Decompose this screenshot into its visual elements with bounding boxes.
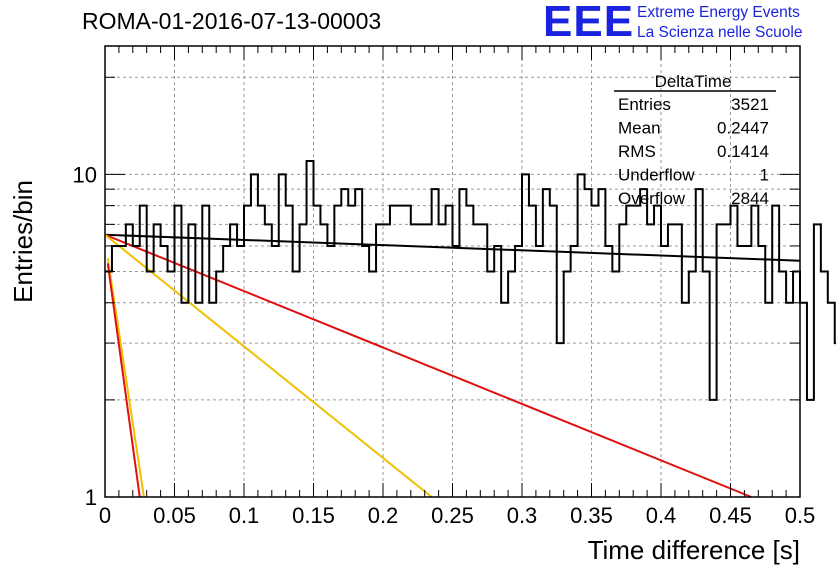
x-tick-labels: 0 0.05 0.1 0.15 0.2 0.25 0.3 0.35 0.4 0.45 0.5 [99,503,815,528]
stats-title: DeltaTime [655,72,732,91]
fit-curves [104,233,801,498]
fit-line [104,233,433,498]
stats-label: Entries [618,95,671,114]
x-tick-label: 0.4 [646,503,677,528]
histogram-outline [105,160,836,401]
fit-line [104,233,801,262]
y-tick-label: 10 [73,162,97,187]
eee-logo: EEE [543,0,635,46]
y-axis-label: Entries/bin [8,180,38,303]
x-axis-label: Time difference [s] [588,535,800,565]
stats-rows: Entries 3521 Mean 0.2447 RMS 0.1414 Underflow 1… [618,95,769,208]
stats-value: 0.2447 [717,119,769,138]
x-tick-label: 0.1 [229,503,260,528]
stats-label: Underflow [618,166,695,185]
fit-line [104,233,752,498]
y-tick-label: 1 [85,485,97,510]
stats-value: 0.1414 [717,142,769,161]
stats-box: DeltaTime Entries 3521 Mean 0.2447 RMS 0.1414… [614,72,776,208]
stats-value: 2844 [731,189,769,208]
chart-title: ROMA-01-2016-07-13-00003 [82,8,382,34]
stats-label: Overflow [618,189,686,208]
brand-subtitle: La Scienza nelle Scuole [637,24,803,41]
axis-ticks [104,46,801,498]
stats-label: Mean [618,119,661,138]
y-tick-labels: 1 10 [73,162,97,510]
x-tick-label: 0.35 [570,503,613,528]
stats-label: RMS [618,142,656,161]
x-tick-label: 0.5 [785,503,816,528]
x-tick-label: 0.45 [709,503,752,528]
x-tick-label: 0.3 [507,503,538,528]
x-tick-label: 0.2 [368,503,399,528]
brand-name: Extreme Energy Events [637,4,800,21]
grid-lines [105,46,800,497]
x-tick-label: 0.05 [153,503,196,528]
fit-line [106,263,141,498]
x-tick-label: 0 [99,503,111,528]
fit-line [106,257,145,498]
stats-value: 3521 [731,95,769,114]
stats-value: 1 [760,166,769,185]
x-tick-label: 0.15 [292,503,335,528]
x-tick-label: 0.25 [431,503,474,528]
